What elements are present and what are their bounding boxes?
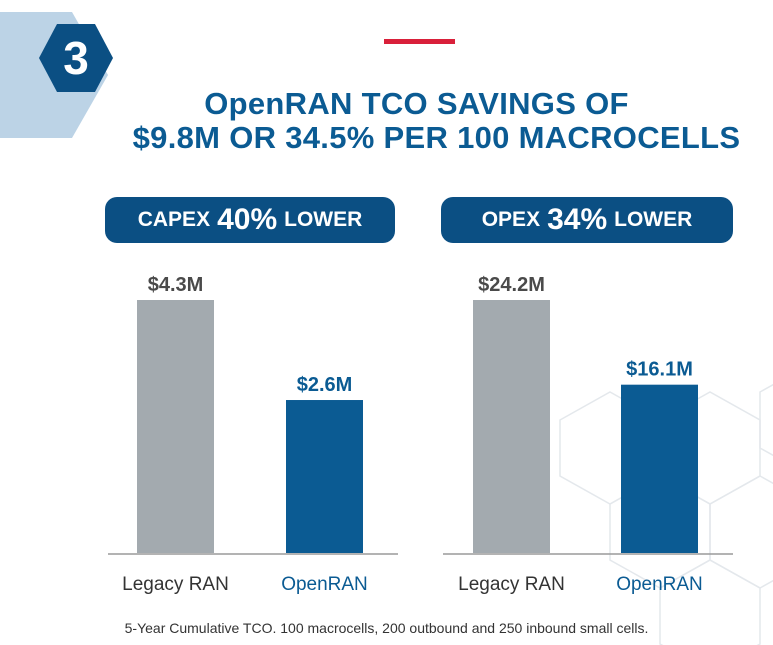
opex-badge-label: OPEX [481, 208, 541, 231]
capex-badge: CAPEX 40% LOWER [105, 197, 395, 243]
category-label-1-0: Legacy RAN [458, 574, 565, 595]
data-label-1-0: $24.2M [478, 274, 545, 296]
opex-badge-value: 34% [547, 203, 608, 236]
capex-badge-value: 40% [217, 203, 278, 236]
data-label-0-0: $4.3M [148, 274, 204, 296]
step-hexagon-icon [39, 24, 113, 92]
category-label-0-0: Legacy RAN [122, 574, 229, 595]
data-label-1-1: $16.1M [626, 359, 693, 381]
step-number: 3 [63, 32, 89, 84]
bar-1-0 [473, 300, 550, 553]
data-label-0-1: $2.6M [297, 374, 353, 396]
footnote: 5-Year Cumulative TCO. 100 macrocells, 2… [124, 620, 649, 636]
accent-rule [384, 39, 455, 44]
bar-0-1 [286, 400, 363, 553]
bar-1-1 [621, 384, 698, 553]
category-label-1-1: OpenRAN [616, 574, 703, 595]
opex-badge: OPEX 34% LOWER [441, 197, 733, 243]
opex-badge-suffix: LOWER [614, 208, 693, 231]
bar-0-0 [137, 300, 214, 553]
category-label-0-1: OpenRAN [281, 574, 368, 595]
title-line-1: OpenRAN TCO SAVINGS OF [204, 86, 629, 121]
capex-badge-label: CAPEX [137, 208, 211, 231]
title-line-2: $9.8M OR 34.5% PER 100 MACROCELLS [132, 120, 741, 155]
capex-badge-suffix: LOWER [284, 208, 363, 231]
